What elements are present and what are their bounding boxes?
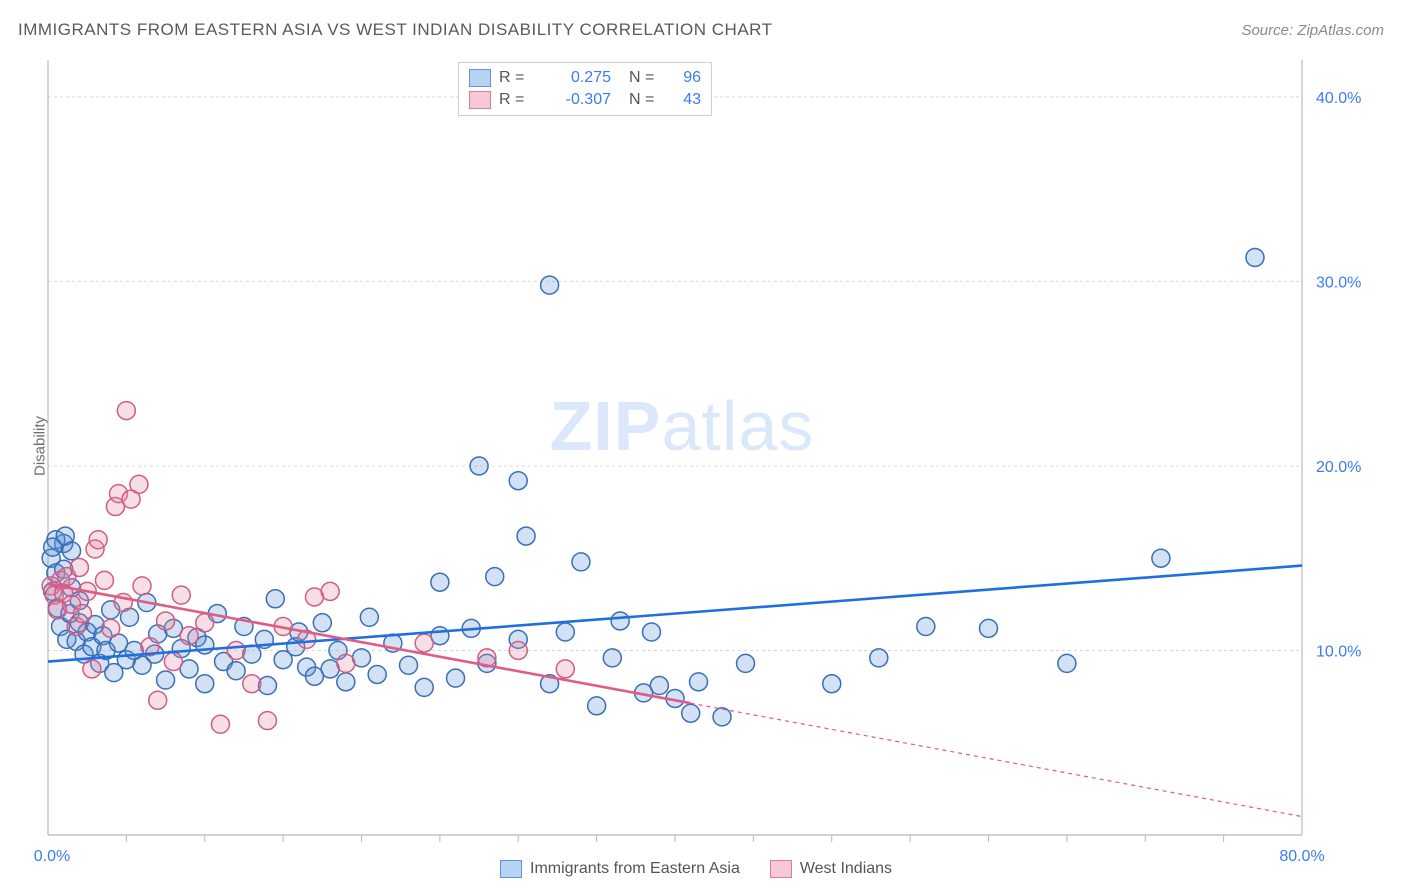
data-point [642, 623, 660, 641]
data-point [509, 641, 527, 659]
data-point [486, 568, 504, 586]
data-point [690, 673, 708, 691]
data-point [368, 665, 386, 683]
legend-swatch [469, 91, 491, 109]
data-point [447, 669, 465, 687]
data-point [149, 691, 167, 709]
data-point [556, 660, 574, 678]
data-point [321, 582, 339, 600]
data-point [917, 617, 935, 635]
data-point [415, 678, 433, 696]
data-point [541, 276, 559, 294]
data-point [63, 542, 81, 560]
data-point [980, 619, 998, 637]
data-point [556, 623, 574, 641]
data-point [313, 614, 331, 632]
data-point [509, 472, 527, 490]
trend-line-extrapolated [691, 703, 1302, 816]
svg-text:10.0%: 10.0% [1316, 643, 1361, 660]
series-legend: Immigrants from Eastern Asia West Indians [500, 858, 892, 880]
series-label: Immigrants from Eastern Asia [530, 858, 740, 880]
data-point [337, 654, 355, 672]
n-value: 43 [671, 89, 701, 111]
data-point [83, 660, 101, 678]
data-point [227, 641, 245, 659]
data-point [258, 712, 276, 730]
data-point [650, 677, 668, 695]
data-point [211, 715, 229, 733]
data-point [611, 612, 629, 630]
data-point [415, 634, 433, 652]
data-point [517, 527, 535, 545]
data-point [1058, 654, 1076, 672]
data-point [337, 673, 355, 691]
data-point [196, 614, 214, 632]
data-point [713, 708, 731, 726]
series-legend-item: West Indians [770, 858, 892, 880]
legend-swatch [770, 860, 792, 878]
data-point [603, 649, 621, 667]
data-point [588, 697, 606, 715]
data-point [117, 402, 135, 420]
data-point [682, 704, 700, 722]
data-point [196, 675, 214, 693]
data-point [89, 531, 107, 549]
n-label: N = [629, 89, 663, 111]
data-point [102, 619, 120, 637]
data-point [180, 627, 198, 645]
legend-swatch [469, 69, 491, 87]
data-point [360, 608, 378, 626]
correlation-legend: R = 0.275 N = 96 R = -0.307 N = 43 [458, 62, 712, 116]
data-point [133, 577, 151, 595]
data-point [243, 675, 261, 693]
series-legend-item: Immigrants from Eastern Asia [500, 858, 740, 880]
data-point [470, 457, 488, 475]
data-point [157, 671, 175, 689]
data-point [130, 475, 148, 493]
r-label: R = [499, 89, 533, 111]
correlation-chart: 10.0% 20.0% 30.0% 40.0% 0.0% 80.0% [0, 0, 1406, 892]
svg-text:40.0%: 40.0% [1316, 90, 1361, 107]
n-label: N = [629, 67, 663, 89]
series-label: West Indians [800, 858, 892, 880]
data-point [73, 605, 91, 623]
data-point [266, 590, 284, 608]
svg-text:80.0%: 80.0% [1279, 848, 1324, 865]
data-point [823, 675, 841, 693]
data-point [44, 538, 62, 556]
data-point [95, 571, 113, 589]
data-point [572, 553, 590, 571]
data-point [227, 662, 245, 680]
data-point [1246, 248, 1264, 266]
svg-text:30.0%: 30.0% [1316, 274, 1361, 291]
data-point [870, 649, 888, 667]
r-value: 0.275 [541, 67, 611, 89]
legend-row: R = -0.307 N = 43 [469, 89, 701, 111]
n-value: 96 [671, 67, 701, 89]
data-point [431, 573, 449, 591]
svg-text:20.0%: 20.0% [1316, 459, 1361, 476]
data-point [737, 654, 755, 672]
data-point [1152, 549, 1170, 567]
svg-text:0.0%: 0.0% [34, 848, 70, 865]
legend-row: R = 0.275 N = 96 [469, 67, 701, 89]
data-point [164, 653, 182, 671]
data-point [172, 586, 190, 604]
data-point [400, 656, 418, 674]
legend-swatch [500, 860, 522, 878]
trend-line [48, 566, 1302, 662]
r-label: R = [499, 67, 533, 89]
r-value: -0.307 [541, 89, 611, 111]
data-point [157, 612, 175, 630]
data-point [70, 558, 88, 576]
